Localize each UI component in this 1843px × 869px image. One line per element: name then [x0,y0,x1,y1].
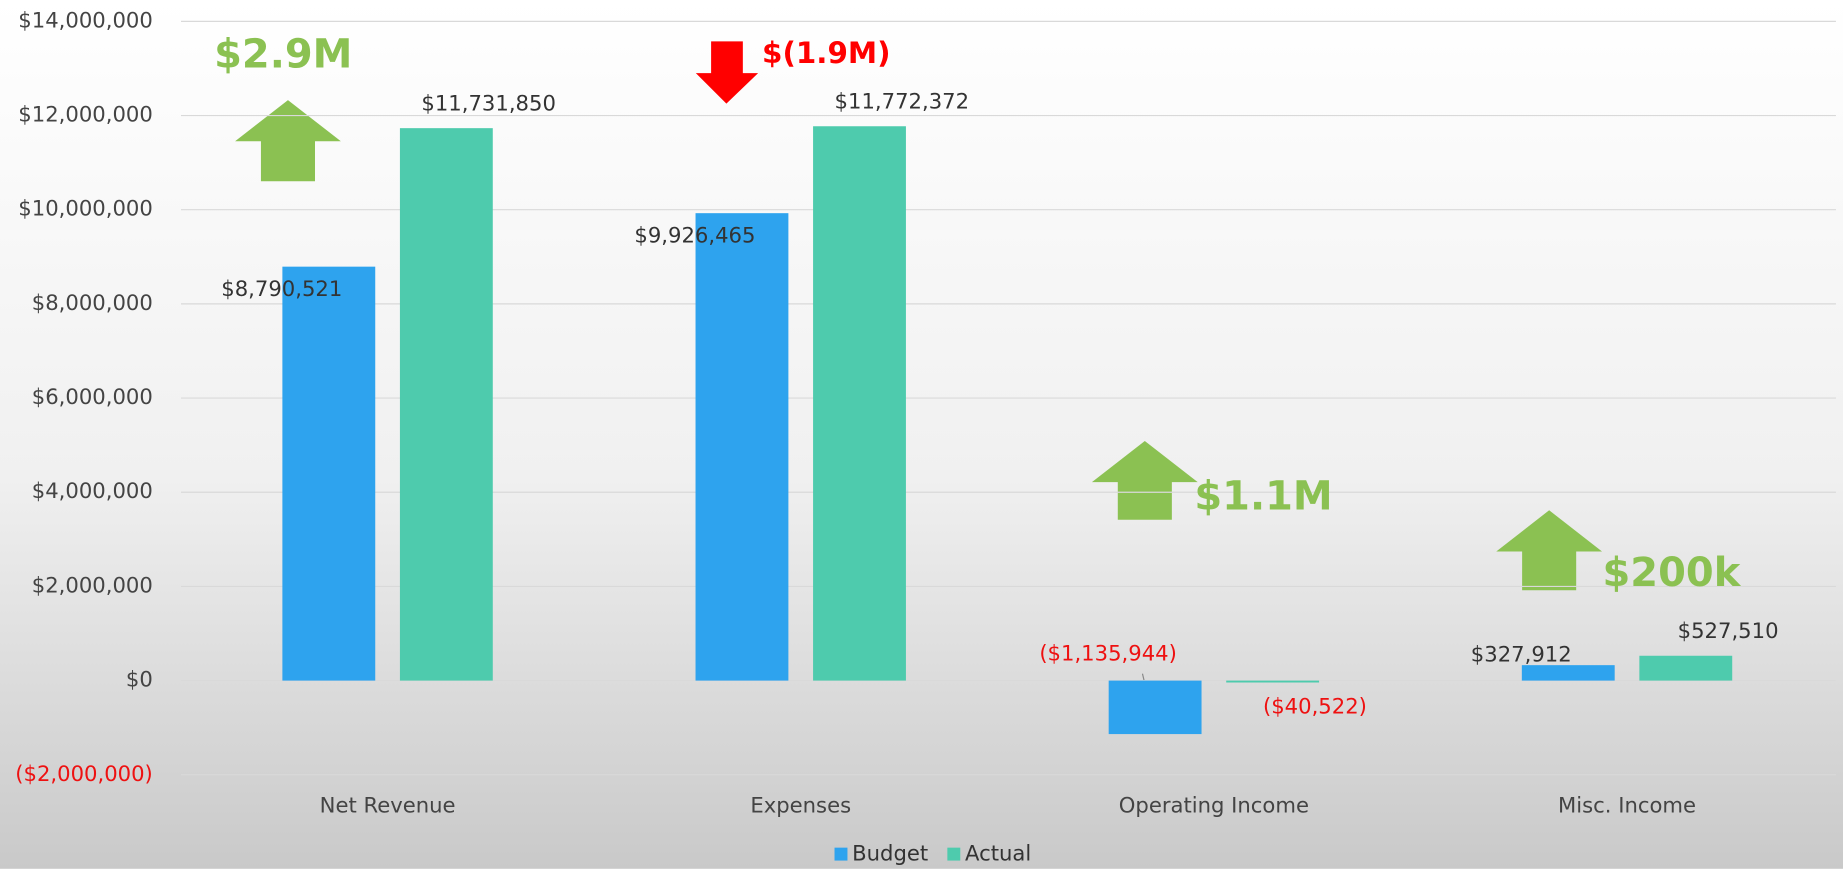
up-arrow [1496,510,1603,591]
y-tick-label: $6,000,000 [32,384,153,409]
y-tick-label: ($2,000,000) [15,761,153,786]
bar [1108,680,1202,735]
y-tick-label: $2,000,000 [32,572,153,597]
x-tick-label: Misc. Income [1558,793,1696,818]
annotation: $2.9M [214,32,352,78]
bar [813,126,906,681]
legend-swatch [947,847,961,861]
data-label: ($40,522) [1263,694,1367,719]
y-tick-label: $8,000,000 [32,290,153,315]
y-tick-label: $14,000,000 [18,7,153,32]
y-tick-label: $12,000,000 [18,102,153,127]
annotation: $(1.9M) [762,36,891,70]
bar [1521,665,1615,681]
y-tick-label: $4,000,000 [32,478,153,503]
bar [282,266,376,681]
data-label: $11,731,850 [421,91,556,116]
legend-swatch [834,847,848,861]
data-label: $9,926,465 [634,223,755,248]
x-tick-label: Operating Income [1119,793,1309,818]
annotation: $200k [1603,550,1742,596]
bar [1226,680,1320,683]
x-tick-label: Net Revenue [320,793,456,818]
bar [399,128,493,681]
annotation: $1.1M [1194,474,1332,520]
y-tick-label: $10,000,000 [18,196,153,221]
x-tick-label: Expenses [750,793,851,818]
up-arrow [235,100,341,182]
y-tick-label: $0 [126,667,153,692]
data-label: $527,510 [1678,618,1779,643]
data-label: $327,912 [1471,642,1572,667]
up-arrow [1091,440,1198,520]
data-label: ($1,135,944) [1039,641,1177,666]
down-arrow [695,41,759,104]
data-label: $11,772,372 [835,89,970,114]
data-label: $8,790,521 [221,276,342,301]
legend-label: Budget [852,841,928,866]
bar [695,213,789,681]
legend-label: Actual [965,841,1031,866]
bar [1639,655,1733,681]
